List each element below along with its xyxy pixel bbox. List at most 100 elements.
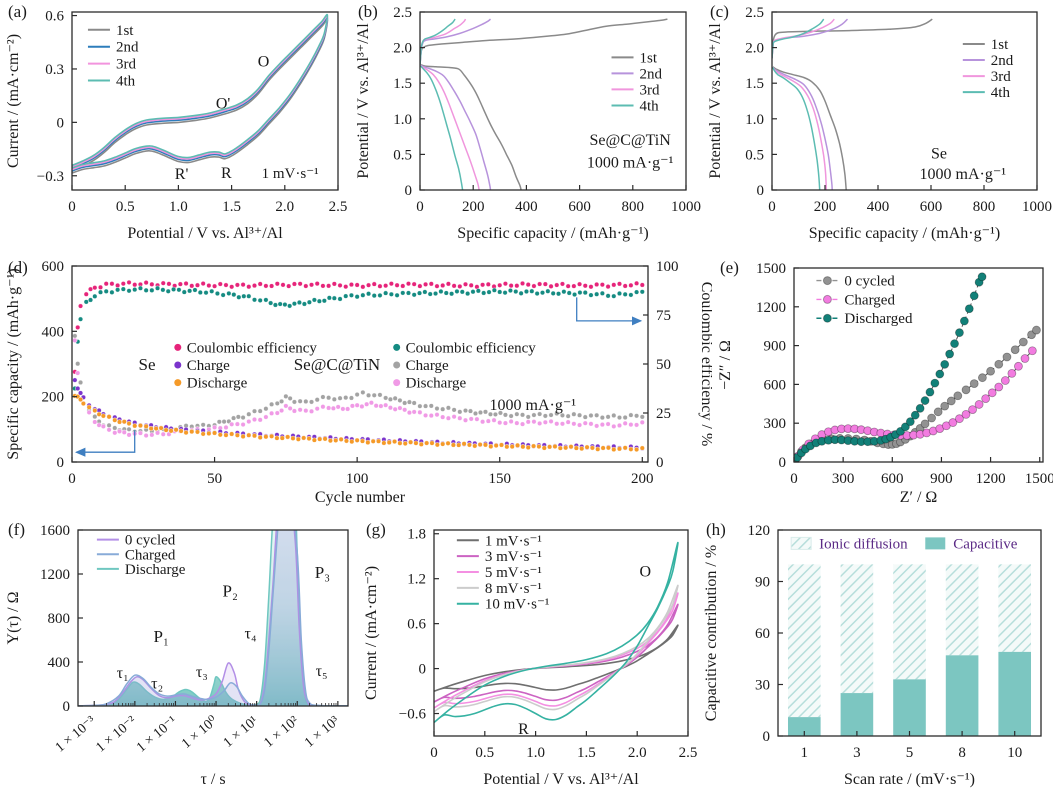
legend-label: Ionic diffusion [819, 536, 908, 552]
point-tin-charge [392, 395, 398, 401]
point-se-discharge [493, 442, 499, 449]
point-se-coulombic-efficiency [251, 282, 258, 289]
point-se-coulombic-efficiency [183, 280, 189, 287]
point-tin-discharge [344, 406, 351, 412]
point-tin-charge [320, 394, 326, 400]
point-se-coulombic-efficiency [633, 280, 640, 286]
point-se-coulombic-efficiency [143, 279, 149, 286]
point-tin-coulombic-efficiency [497, 289, 503, 295]
point-tin-discharge [548, 418, 554, 425]
point-tin-coulombic-efficiency [114, 287, 121, 293]
plot-frame [771, 11, 1038, 191]
annotation: τ₄ [245, 626, 257, 643]
point-tin-charge [92, 413, 98, 420]
point-se-coulombic-efficiency [246, 284, 252, 290]
y-tick-label: 90 [755, 575, 770, 591]
legend-label: Charge [187, 358, 230, 374]
point-tin-coulombic-efficiency [481, 290, 487, 296]
point-se-coulombic-efficiency [599, 282, 606, 288]
x-tick-label: 800 [622, 199, 645, 215]
plot-frame [419, 11, 687, 191]
annotation: R [221, 165, 232, 182]
point-tin-discharge [428, 412, 434, 419]
point-tin-charge [406, 399, 413, 405]
point-se-coulombic-efficiency [337, 282, 343, 289]
point-se-coulombic-efficiency [616, 281, 623, 287]
point-se-coulombic-efficiency [286, 283, 292, 289]
point-tin-coulombic-efficiency [331, 295, 337, 301]
point-discharged [900, 422, 910, 432]
point-tin-charge [492, 411, 499, 418]
point-se-coulombic-efficiency [422, 281, 429, 288]
panel-e: (e) 0 300 600 900 1200 1500 0 300 600 900 1200 1500… [714, 256, 1055, 516]
point-tin-charge [268, 401, 275, 408]
bar-capacitive-1 [787, 717, 821, 736]
point-tin-coulombic-efficiency [486, 289, 492, 295]
point-tin-coulombic-efficiency [241, 293, 247, 299]
point-se-discharge [386, 439, 392, 446]
point-se-coulombic-efficiency [519, 280, 526, 287]
point-charged [961, 410, 971, 419]
annotation: τ₃ [196, 664, 208, 681]
point-se-discharge [295, 436, 301, 442]
panel-f-chart-host: 1 × 10⁻³ 1 × 10⁻² 1 × 10⁻¹ 1 × 10⁰ 1 × 10¹ 1 … [2, 518, 358, 800]
point-tin-charge [422, 403, 429, 409]
annotation: 1000 mA·g⁻¹ [920, 166, 1007, 183]
y-axis-title: Y(τ) / Ω [5, 591, 22, 644]
point-tin-coulombic-efficiency [550, 290, 556, 297]
bar-capacitive-5 [893, 679, 926, 736]
point-charged [1007, 369, 1017, 378]
point-tin-charge [402, 400, 408, 406]
point-se-discharge [137, 422, 144, 429]
point-tin-charge [72, 333, 78, 339]
point-se-discharge [200, 431, 206, 437]
point-se-coulombic-efficiency [200, 280, 206, 287]
legend-label: Charged [844, 292, 895, 308]
y2-tick-label: 50 [656, 357, 671, 373]
point-se-discharge [274, 435, 280, 441]
point-tin-charge [377, 392, 383, 398]
point-tin-coulombic-efficiency [291, 301, 298, 307]
point-se-coulombic-efficiency [331, 281, 337, 287]
point-tin-charge [616, 414, 623, 421]
point-tin-coulombic-efficiency [365, 291, 372, 297]
point-tin-coulombic-efficiency [321, 298, 328, 304]
point-se-coulombic-efficiency [206, 282, 212, 289]
point-tin-charge [387, 396, 394, 402]
point-tin-charge [365, 392, 372, 398]
y-tick-label: 0 [757, 183, 765, 199]
point-discharged [920, 396, 930, 405]
point-tin-coulombic-efficiency [337, 296, 343, 302]
series-1 mV·s⁻¹ [434, 624, 679, 692]
point-se-coulombic-efficiency [440, 282, 446, 289]
x-tick-label: 0.5 [475, 745, 494, 761]
point-se-coulombic-efficiency [217, 281, 223, 287]
y-tick-label: 1.0 [745, 112, 764, 128]
x-tick-label: 8 [958, 745, 966, 761]
panel-c: (c) 0 200 400 600 800 1000 0 0.5 1.0 1.5 2.0 2.5 Spe… [704, 0, 1053, 252]
point-tin-charge [472, 410, 479, 417]
series-4th [72, 13, 329, 169]
point-se-coulombic-efficiency [525, 281, 531, 288]
y-tick-label: 0 [63, 699, 71, 715]
point-0-cycled [953, 391, 963, 401]
point-tin-coulombic-efficiency [611, 293, 617, 299]
point-se-coulombic-efficiency [383, 283, 389, 289]
point-se-coulombic-efficiency [365, 282, 372, 288]
x-axis-title: Z′ / Ω [900, 489, 938, 506]
legend-label: 4th [991, 85, 1011, 101]
point-0-cycled [927, 413, 937, 423]
point-tin-charge [628, 412, 634, 418]
point-se-discharge [370, 438, 376, 444]
point-tin-discharge [349, 403, 356, 409]
point-tin-charge [77, 379, 84, 386]
point-tin-discharge [149, 432, 155, 438]
point-tin-coulombic-efficiency [296, 299, 303, 306]
point-tin-charge [371, 392, 377, 398]
y-tick-label: 400 [48, 655, 71, 671]
point-tin-charge [467, 408, 474, 414]
point-tin-charge [200, 422, 206, 428]
point-tin-coulombic-efficiency [231, 291, 237, 298]
point-se-coulombic-efficiency [405, 280, 412, 287]
point-se-discharge [541, 445, 547, 451]
